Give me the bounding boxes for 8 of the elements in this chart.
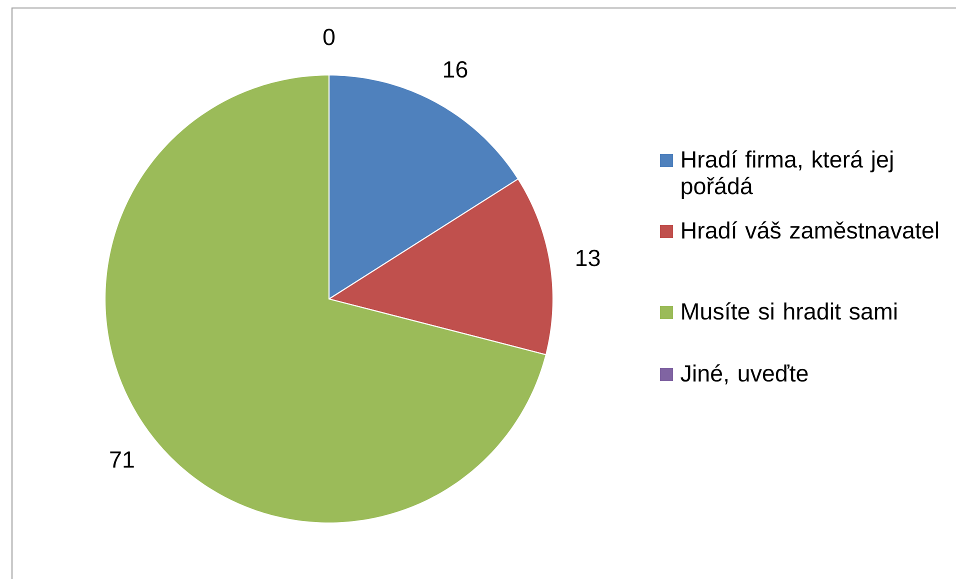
legend-label: Jiné, uveďte [680, 364, 808, 384]
legend-label: Hradí váš zaměstnavatel [682, 221, 938, 239]
text: 0 [323, 28, 335, 46]
legend-label: Hradí firma, která jej pořádá [682, 150, 893, 199]
data-label: 16 [444, 61, 468, 78]
data-label: 71 [110, 452, 134, 468]
legend-label: Musíte si hradit sami [682, 302, 897, 320]
data-label: 13 [576, 250, 600, 266]
